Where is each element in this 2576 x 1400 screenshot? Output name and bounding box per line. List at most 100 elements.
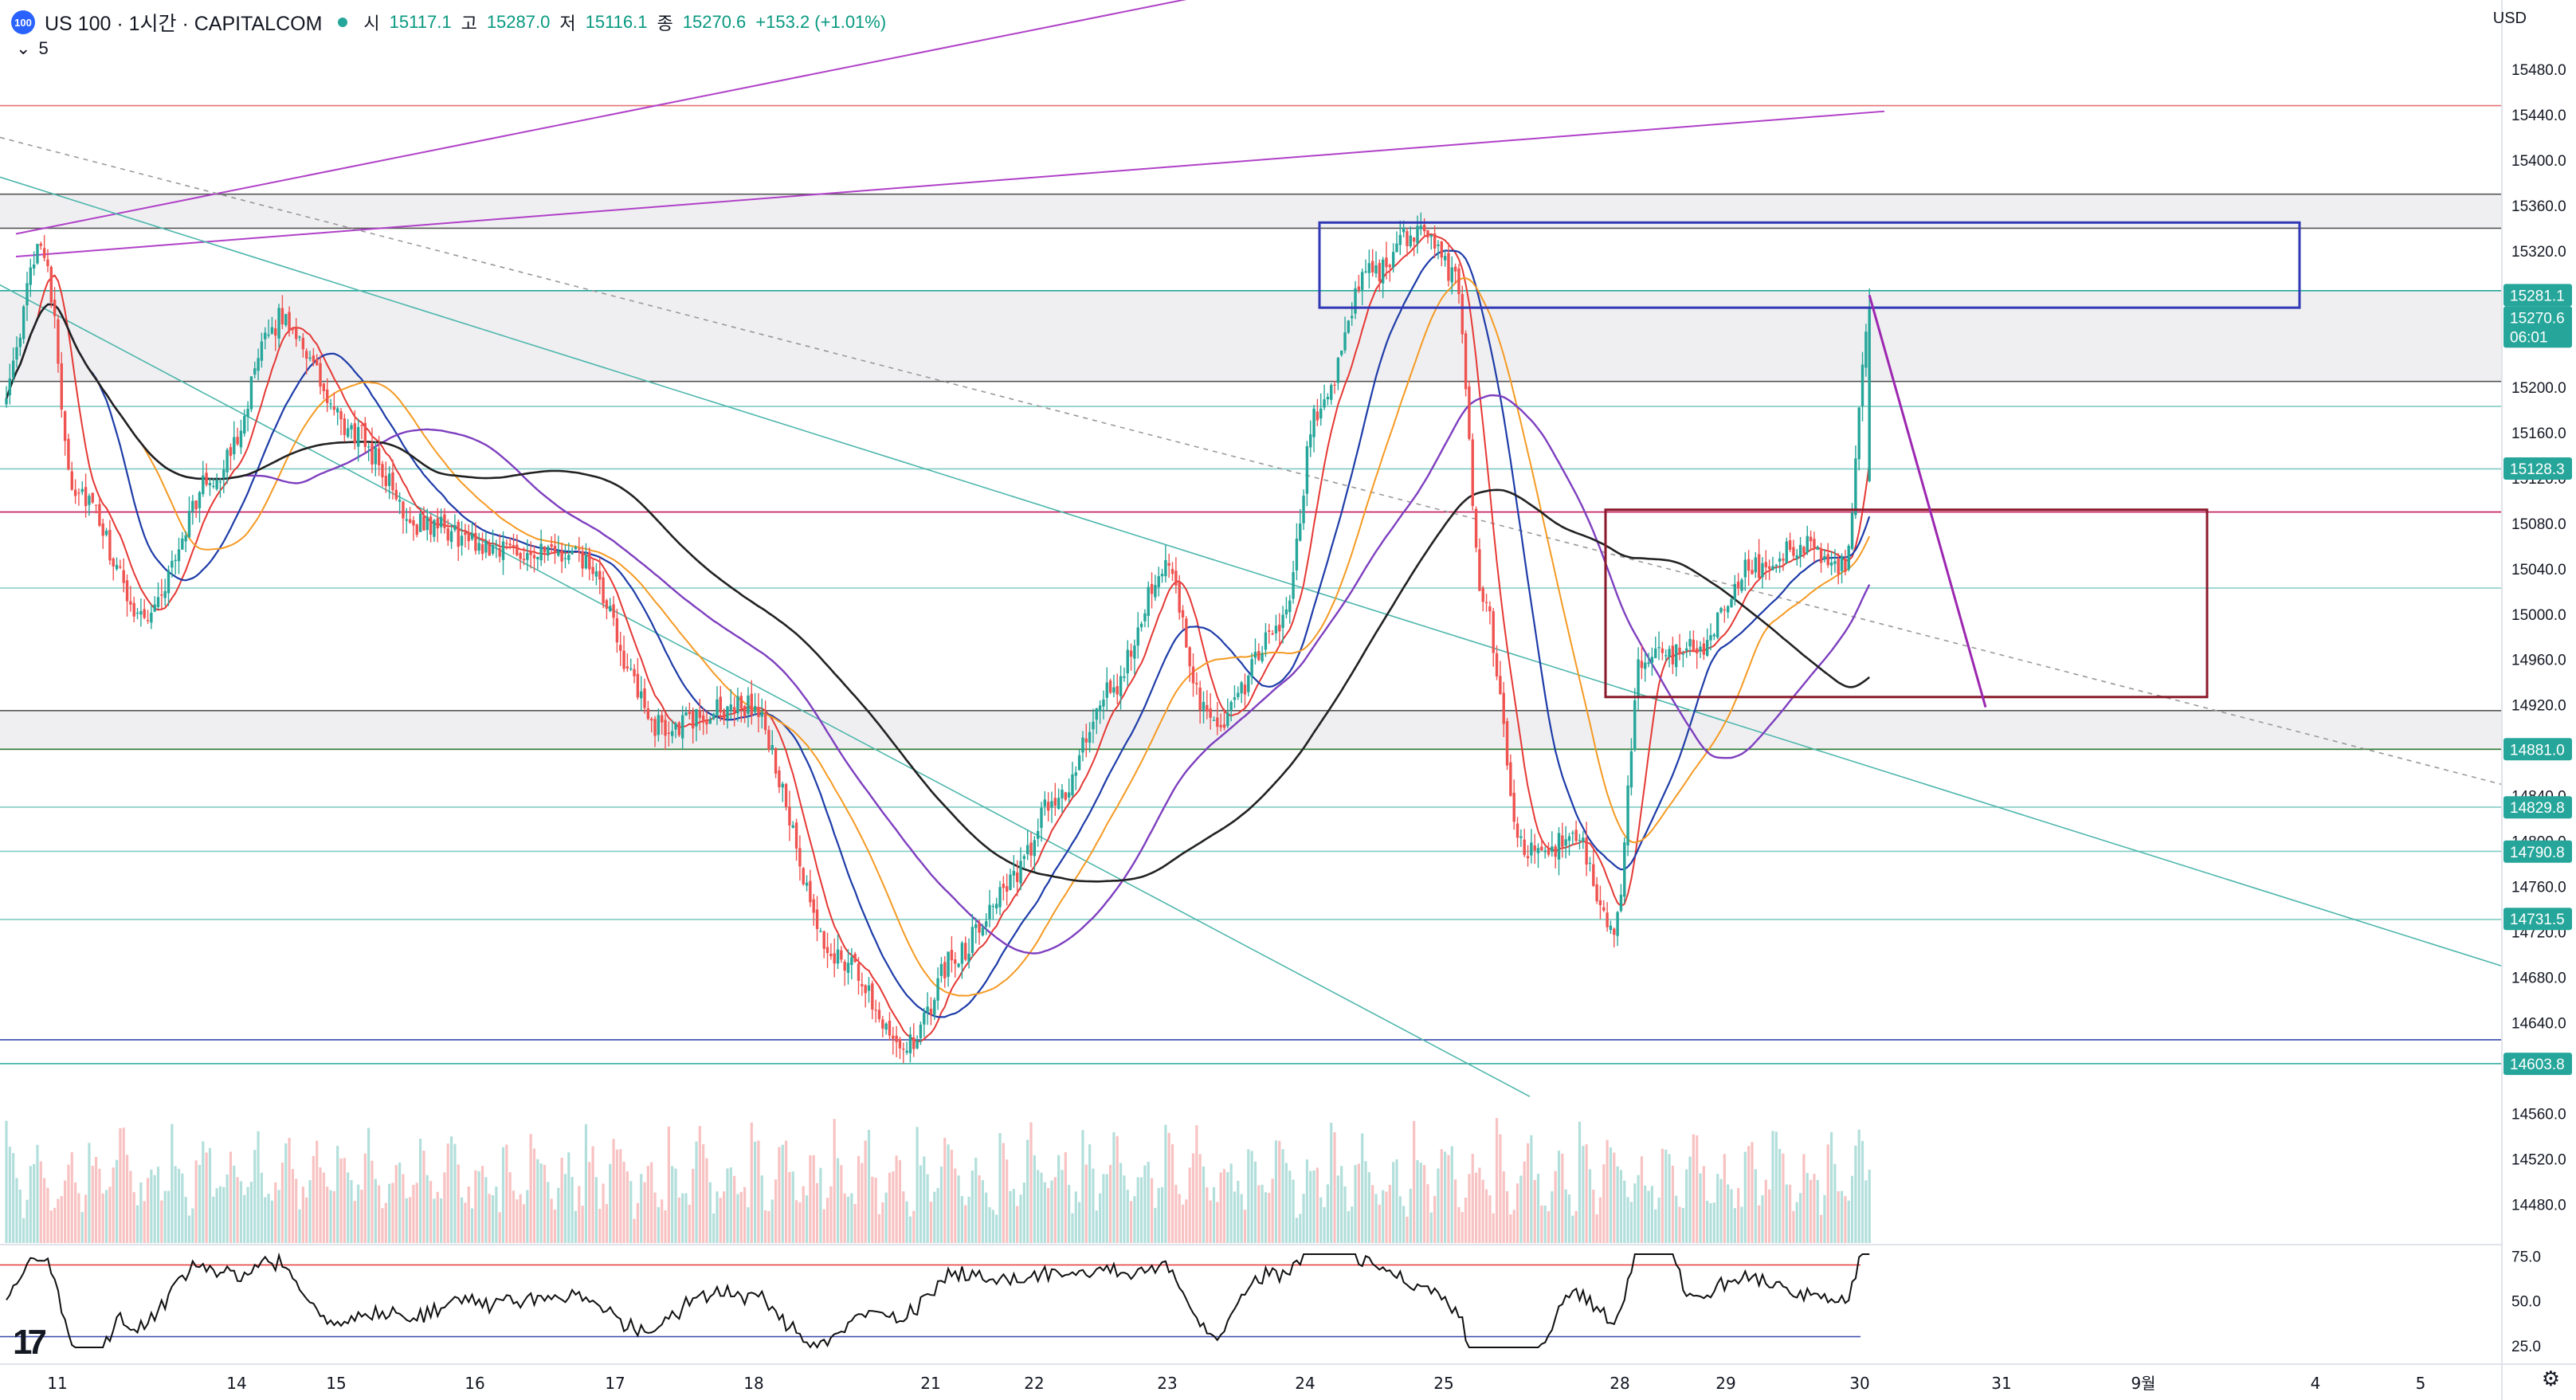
candle-body [122,570,125,583]
volume-bar [1450,1146,1453,1243]
candle-body [712,714,716,720]
volume-bar [1864,1180,1868,1243]
candle-body [1678,647,1681,654]
open-label: 시 [363,14,380,33]
drawn-boxes [1318,221,2301,708]
volume-bar [1240,1194,1243,1243]
indicator-chip[interactable]: ⌄ 5 [16,38,49,59]
candle-body [1626,785,1629,845]
volume-bar [1461,1212,1464,1243]
volume-bar [1782,1153,1785,1243]
volume-bar [198,1164,202,1243]
chevron-down-icon[interactable]: ⌄ [16,38,31,58]
candle-body [1364,271,1367,273]
candle-body [1292,571,1295,599]
price-tick-label: 14520.0 [2511,1152,2566,1169]
volume-bar [743,1186,747,1243]
candle-body [1139,623,1143,628]
candle-body [132,602,135,617]
candle-body [919,1024,923,1038]
volume-bar [846,1196,850,1243]
candle-body [1671,645,1675,665]
candle-body [1864,331,1868,368]
candle-body [798,848,802,867]
candle-body [1712,634,1716,637]
candle-body [1381,259,1385,284]
volume-bar [1261,1184,1264,1243]
volume-bar [736,1194,739,1243]
volume-bar [1433,1196,1437,1243]
volume-bar [539,1163,543,1243]
volume-bar [609,1163,612,1243]
symbol-title[interactable]: US 100 · 1시간 · CAPITALCOM [45,13,323,35]
volume-bar [243,1194,246,1243]
currency-label[interactable]: USD [2492,10,2527,27]
volume-bar [1771,1131,1774,1243]
candle-body [1823,555,1826,560]
candle-body [1567,836,1571,841]
volume-bar [767,1210,770,1243]
volume-bar [1198,1154,1202,1243]
volume-bar [1274,1140,1278,1243]
volume-bar [1747,1146,1751,1243]
candle-body [998,887,1002,908]
price-tag-bg [2503,284,2572,307]
candle-body [1702,643,1706,655]
candle-body [218,481,222,483]
price-tag-bg [2503,908,2572,931]
volume-bar [160,1200,163,1243]
candle-body [1868,307,1871,481]
time-axis: 11 14 15 16 17 18 21 22 23 24 25 28 29 30 31 9월 4 5 [0,1363,2576,1393]
volume-bar [684,1193,688,1243]
price-tick-label: 15200.0 [2511,380,2566,397]
volume-bar [1829,1131,1833,1243]
candle-body [277,308,280,339]
candle-body [301,337,305,350]
volume-bar [1437,1168,1440,1243]
volume-bar [881,1202,884,1243]
volume-bar [1774,1131,1778,1243]
volume-bar [470,1208,474,1243]
volume-bar [991,1210,994,1243]
volume-bar [277,1190,280,1243]
candle-body [1295,538,1299,571]
candle-body [225,449,229,473]
candle-body [249,376,253,410]
volume-bar [239,1181,243,1243]
symbol-logo[interactable]: 100 [11,10,35,34]
volume-bar [629,1181,633,1243]
candle-body [985,921,988,927]
volume-bar [1492,1213,1495,1243]
volume-bar [1478,1167,1481,1243]
volume-bar [1644,1185,1647,1243]
volume-bar [12,1153,15,1243]
gear-icon[interactable]: ⚙ [2541,1367,2560,1390]
open-value: 15117.1 [389,12,452,32]
volume-bar [1495,1118,1499,1243]
candle-body [60,363,63,410]
volume-bar [1278,1140,1281,1243]
volume-bar [985,1192,988,1243]
candle-body [643,688,646,708]
candle-body [1219,724,1222,727]
candle-body [722,710,726,720]
candle-body [677,722,681,735]
candle-body [1609,925,1613,931]
price-tag-label-3: 15128.3 [2510,461,2565,478]
candle-body [339,411,343,420]
volume-bar [253,1150,257,1243]
volume-bar [1444,1151,1447,1243]
volume-bar [1136,1177,1139,1243]
volume-bar [1595,1214,1598,1243]
candle-body [988,904,991,920]
volume-bar [1743,1151,1747,1243]
volume-bar [1602,1164,1606,1243]
volume-bar [578,1186,581,1243]
candle-body [470,533,474,539]
candle-body [208,483,212,486]
candle-body [153,604,156,612]
volume-bar [677,1197,680,1243]
volume-bar [1813,1174,1816,1243]
tradingview-logo-icon[interactable]: 17 [13,1323,47,1362]
